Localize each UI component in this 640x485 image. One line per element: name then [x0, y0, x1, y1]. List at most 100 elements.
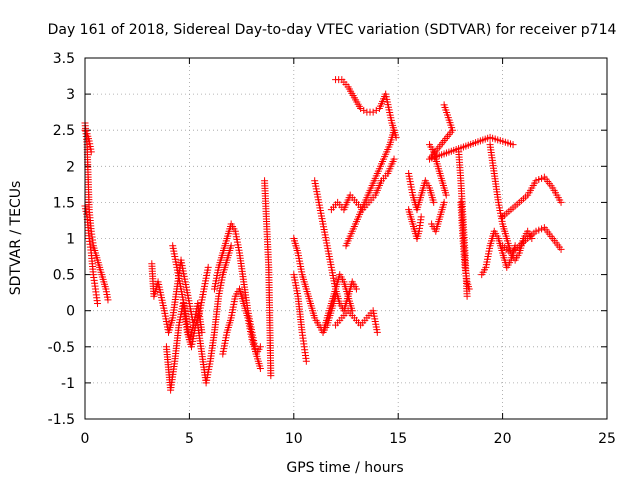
data-point-dense — [464, 283, 472, 291]
data-point-dense — [555, 243, 563, 251]
data-point-dense — [417, 216, 425, 224]
x-tick-label-0: 0 — [81, 431, 90, 447]
data-point-dense — [547, 182, 555, 190]
y-tick-label-6: 1.5 — [53, 195, 75, 211]
data-point-dense — [335, 76, 343, 84]
data-point-dense — [101, 283, 109, 291]
series-22 — [455, 148, 471, 300]
data-point-dense — [448, 124, 456, 132]
data-point-dense — [360, 201, 368, 209]
data-point-dense — [506, 259, 514, 267]
series-1 — [81, 202, 102, 307]
data-point-dense — [248, 326, 256, 334]
data-point-dense — [538, 225, 546, 233]
y-tick-label-10: 3.5 — [53, 51, 75, 67]
data-point-dense — [513, 200, 521, 208]
data-point-dense — [87, 145, 95, 153]
data-point-dense — [502, 232, 510, 240]
data-point-dense — [218, 251, 226, 259]
series-8 — [219, 285, 264, 358]
data-point-dense — [556, 196, 564, 204]
series-19 — [405, 206, 425, 242]
data-point-dense — [222, 259, 230, 267]
data-point-dense — [505, 207, 513, 215]
data-point-dense — [293, 247, 301, 255]
data-point-dense — [461, 261, 469, 269]
data-point-dense — [530, 229, 538, 237]
data-point-dense — [490, 167, 498, 175]
data-point-dense — [547, 232, 555, 240]
y-tick-label-0: -1.5 — [48, 412, 75, 428]
data-point-dense — [99, 275, 107, 283]
data-point-dense — [243, 312, 251, 320]
data-point-dense — [226, 316, 234, 324]
data-point-dense — [323, 316, 331, 324]
data-point-dense — [222, 331, 230, 339]
data-point-dense — [353, 215, 361, 223]
data-point-dense — [160, 304, 168, 312]
data-point-dense — [323, 239, 331, 247]
data-point-dense — [230, 225, 238, 233]
data-point-dense — [300, 340, 308, 348]
series-2 — [81, 126, 95, 156]
data-point-dense — [214, 295, 222, 303]
x-tick-label-3: 15 — [389, 431, 407, 447]
series-15 — [327, 155, 398, 214]
series-25 — [486, 141, 536, 264]
data-point-dense — [522, 193, 530, 201]
series-5 — [169, 242, 206, 344]
data-point-dense — [360, 106, 368, 114]
x-tick-label-1: 5 — [185, 431, 194, 447]
data-point-dense — [369, 194, 377, 202]
data-point-dense — [256, 362, 264, 370]
data-point-dense — [463, 290, 471, 298]
data-point-dense — [199, 288, 207, 296]
series-16 — [342, 126, 398, 250]
data-point-dense — [235, 246, 243, 254]
data-point-dense — [442, 189, 450, 197]
data-point-dense — [335, 297, 343, 305]
data-point-dense — [231, 295, 239, 303]
data-point-dense — [351, 283, 359, 291]
y-tick-label-2: -0.5 — [48, 340, 75, 356]
data-point-dense — [498, 217, 506, 225]
data-point-dense — [198, 347, 206, 355]
data-point-dense — [350, 196, 358, 204]
data-point-dense — [343, 290, 351, 298]
series-21 — [428, 198, 448, 235]
data-point-dense — [226, 244, 234, 252]
series-17 — [332, 307, 381, 336]
data-point-dense — [376, 179, 384, 187]
data-point-dense — [177, 282, 185, 290]
data-point-dense — [172, 261, 180, 269]
data-point-dense — [372, 106, 380, 114]
data-point-dense — [486, 244, 494, 252]
data-point-dense — [366, 186, 374, 194]
data-point-dense — [366, 108, 374, 116]
data-point-dense — [348, 312, 356, 320]
y-tick-label-5: 1 — [66, 232, 75, 248]
data-point-dense — [463, 275, 471, 283]
series-7 — [210, 220, 264, 372]
data-point-dense — [355, 102, 363, 110]
chart-title: Day 161 of 2018, Sidereal Day-to-day VTE… — [48, 22, 617, 38]
series-23 — [457, 198, 473, 293]
data-point-dense — [93, 297, 101, 305]
data-point-dense — [382, 172, 390, 180]
data-point-dense — [429, 196, 437, 204]
data-point-dense — [327, 302, 335, 310]
plot-frame — [84, 57, 608, 420]
data-point-dense — [361, 316, 369, 324]
data-point-dense — [93, 254, 101, 262]
series-3 — [148, 256, 198, 336]
data-point-dense — [87, 246, 95, 254]
data-point-dense — [255, 345, 263, 353]
data-point-dense — [293, 290, 301, 298]
data-point-dense — [349, 92, 357, 100]
data-point-dense — [493, 232, 501, 240]
y-tick-label-7: 2 — [66, 159, 75, 175]
y-tick-label-8: 2.5 — [53, 123, 75, 139]
data-point-dense — [506, 140, 514, 148]
y-tick-label-1: -1 — [61, 376, 75, 392]
